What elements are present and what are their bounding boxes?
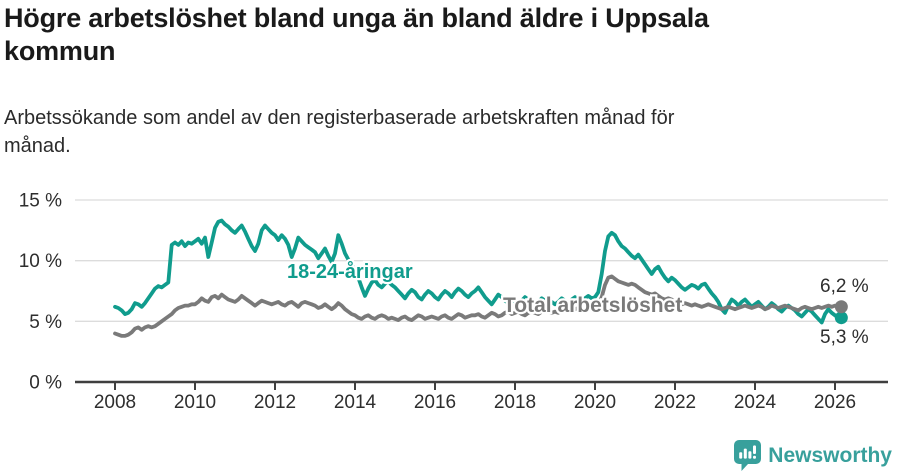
y-axis-tick-label: 5 %	[29, 312, 62, 333]
x-axis-tick-label: 2018	[494, 392, 536, 413]
total-series-end-dot	[834, 300, 848, 314]
total-end-value-label: 6,2 %	[820, 276, 869, 297]
young-series-label: 18-24-åringar	[287, 260, 413, 283]
newsworthy-bar-chart-icon	[734, 440, 762, 471]
newsworthy-logo[interactable]: Newsworthy	[734, 440, 892, 471]
y-axis-tick-label: 0 %	[29, 373, 62, 394]
x-axis-tick-label: 2026	[814, 392, 856, 413]
x-axis-tick-label: 2016	[414, 392, 456, 413]
x-axis-tick-label: 2022	[654, 392, 696, 413]
x-axis-tick-label: 2024	[734, 392, 777, 413]
x-axis-tick-label: 2012	[254, 392, 296, 413]
young-series-end-dot	[834, 311, 848, 325]
y-axis-tick-label: 15 %	[19, 191, 62, 212]
x-axis-tick-label: 2008	[94, 392, 136, 413]
young-end-value-label: 5,3 %	[820, 327, 869, 348]
x-axis-tick-label: 2010	[174, 392, 216, 413]
x-axis-tick-label: 2014	[334, 392, 377, 413]
chart-subtitle: Arbetssökande som andel av den registerb…	[4, 107, 675, 157]
x-axis-tick-label: 2020	[574, 392, 616, 413]
total-series-line	[113, 274, 841, 338]
total-series-label: Total arbetslöshet	[503, 294, 682, 317]
y-axis-tick-label: 10 %	[19, 251, 62, 272]
young-series-line	[113, 218, 841, 325]
chart-title: Högre arbetslöshet bland unga än bland ä…	[4, 3, 709, 67]
newsworthy-brand-name: Newsworthy	[768, 443, 892, 467]
